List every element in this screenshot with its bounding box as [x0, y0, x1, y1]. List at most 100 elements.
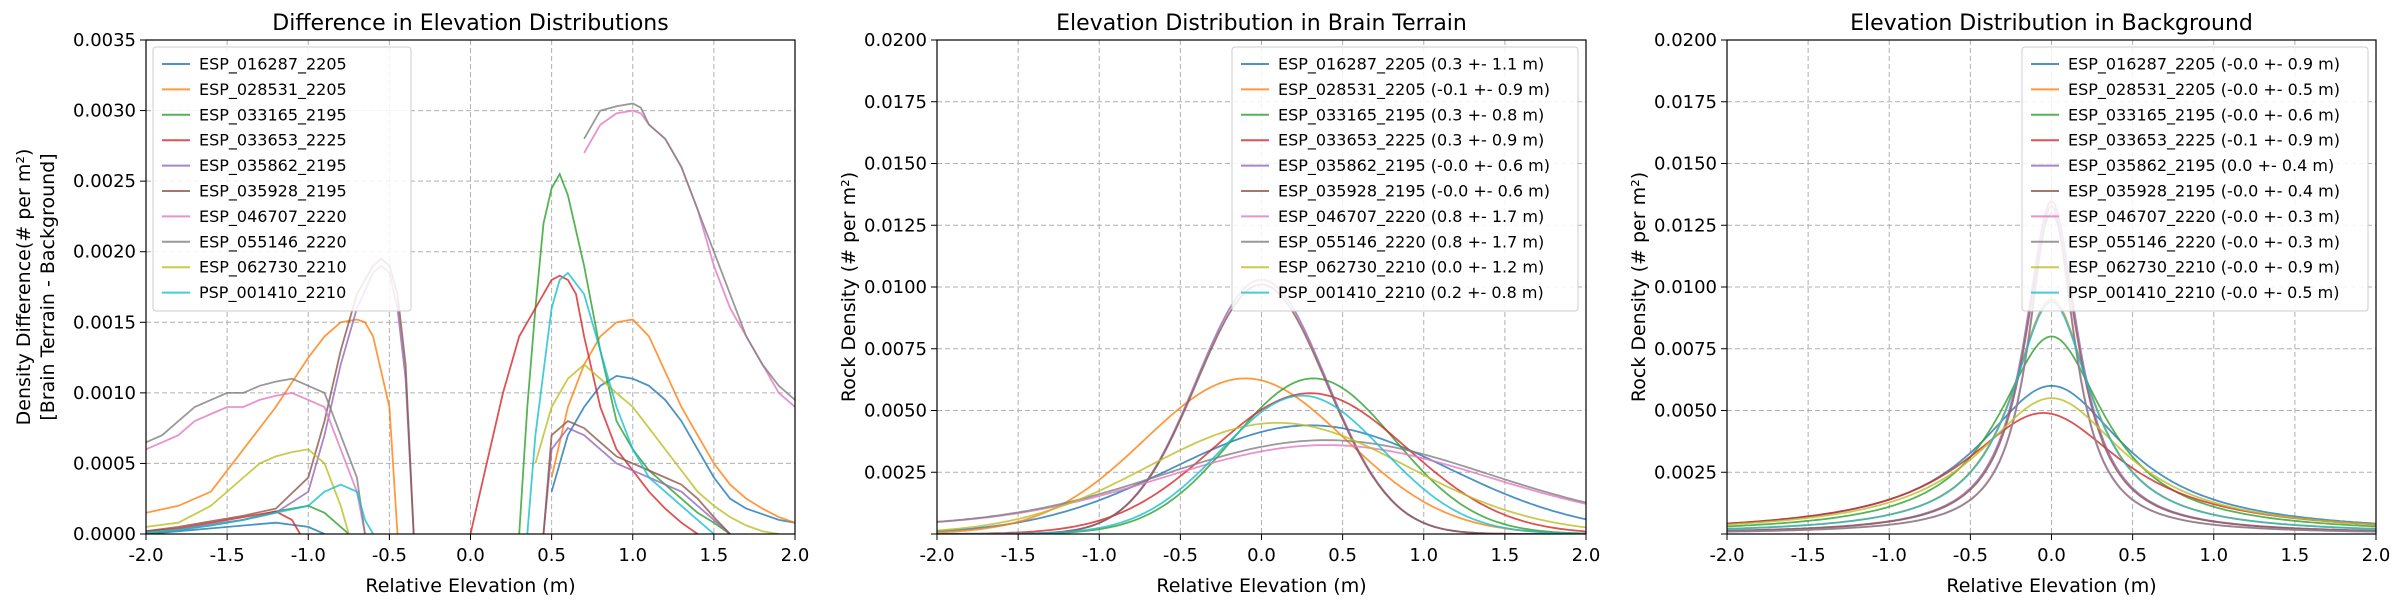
- y-tick-label: 0.0175: [1654, 92, 1717, 113]
- y-tick-label: 0.0025: [73, 171, 136, 192]
- x-tick-label: -2.0: [919, 545, 954, 566]
- series-line: [937, 394, 1586, 534]
- x-tick-label: -1.5: [210, 545, 245, 566]
- x-tick-label: 0.5: [2118, 545, 2147, 566]
- y-tick-label: 0.0020: [73, 242, 136, 263]
- y-axis-label: Rock Density (# per m²): [1628, 172, 1650, 402]
- axes-frame: [936, 39, 1587, 535]
- x-tick-label: 1.0: [618, 545, 647, 566]
- series-line: [1727, 384, 2376, 525]
- legend-entry: ESP_035928_2195: [199, 182, 347, 202]
- y-tick-label: 0.0015: [73, 312, 136, 333]
- legend-entry: ESP_055146_2220 (0.8 +- 1.7 m): [1278, 232, 1544, 252]
- legend-entry: ESP_055146_2220 (-0.0 +- 0.3 m): [2068, 232, 2340, 252]
- x-tick-label: 0.0: [1247, 545, 1276, 566]
- y-tick-label: 0.0075: [1654, 339, 1717, 360]
- chart-panel-1: -2.0 -1.5 -1.0 -0.5 0.0 0.5 1.0 1.5 2.0 0.0000 0.0…: [13, 11, 809, 597]
- x-tick-label: 1.0: [1409, 545, 1438, 566]
- x-axis-label: Relative Elevation (m): [365, 575, 575, 597]
- x-tick-label: -0.5: [1163, 545, 1198, 566]
- series-line: [937, 439, 1586, 523]
- x-tick-label: 0.5: [1328, 545, 1357, 566]
- legend-entry: ESP_028531_2205 (-0.0 +- 0.5 m): [2068, 80, 2340, 100]
- y-tick-label: 0.0175: [864, 92, 927, 113]
- y-tick-label: 0.0025: [1654, 462, 1717, 483]
- y-axis-label: Density Difference(# per m²): [13, 149, 35, 426]
- legend-entry: ESP_028531_2205: [199, 80, 347, 100]
- legend-entry: ESP_046707_2220: [199, 207, 347, 227]
- series-line: [146, 102, 795, 534]
- legend-entry: ESP_033653_2225 (-0.1 +- 0.9 m): [2068, 131, 2340, 151]
- x-tick-label: 2.0: [2362, 545, 2391, 566]
- y-tick-label: 0.0200: [864, 30, 927, 51]
- series-line: [146, 271, 715, 534]
- series-line: [146, 318, 795, 534]
- legend-entry: ESP_062730_2210 (-0.0 +- 0.9 m): [2068, 258, 2340, 278]
- legend-entry: ESP_033653_2225: [199, 131, 347, 151]
- chart-title: Elevation Distribution in Background: [1850, 11, 2253, 36]
- x-tick-label: -1.0: [1872, 545, 1907, 566]
- series-line: [146, 374, 795, 534]
- x-tick-label: -1.0: [1082, 545, 1117, 566]
- legend-entry: ESP_033165_2195 (0.3 +- 0.8 m): [1278, 105, 1544, 125]
- x-tick-label: -0.5: [1953, 545, 1988, 566]
- x-tick-label: -1.0: [291, 545, 326, 566]
- x-tick-label: 1.5: [700, 545, 729, 566]
- chart-title: Difference in Elevation Distributions: [272, 11, 668, 36]
- series-line: [937, 424, 1586, 533]
- y-tick-label: 0.0150: [864, 154, 927, 175]
- legend-entry: PSP_001410_2210 (0.2 +- 0.8 m): [1278, 283, 1544, 303]
- y-axis-label: Rock Density (# per m²): [838, 172, 860, 402]
- y-tick-label: 0.0125: [1654, 215, 1717, 236]
- y-tick-label: 0.0075: [864, 339, 927, 360]
- x-tick-label: 2.0: [781, 545, 810, 566]
- series-line: [937, 422, 1586, 532]
- x-tick-label: 0.5: [537, 545, 566, 566]
- y-tick-label: 0.0150: [1654, 154, 1717, 175]
- y-axis-label: [Brain Terrain - Background]: [37, 153, 59, 420]
- x-tick-label: 1.5: [2281, 545, 2310, 566]
- series-lines: [937, 278, 1586, 534]
- legend-entry: ESP_035928_2195 (-0.0 +- 0.6 m): [1278, 182, 1550, 202]
- y-tick-label: 0.0010: [73, 383, 136, 404]
- legend-box: [152, 46, 412, 312]
- legend-entry: ESP_046707_2220 (0.8 +- 1.7 m): [1278, 207, 1544, 227]
- series-line: [1727, 397, 2376, 526]
- y-tick-label: 0.0050: [864, 401, 927, 422]
- x-axis-label: Relative Elevation (m): [1946, 575, 2156, 597]
- y-tick-label: 0.0050: [1654, 401, 1717, 422]
- series-line: [937, 444, 1586, 523]
- series-line: [146, 363, 779, 534]
- legend-box: [1231, 46, 1579, 312]
- x-tick-label: 0.0: [2037, 545, 2066, 566]
- y-tick-label: 0.0100: [1654, 277, 1717, 298]
- legend-entry: ESP_055146_2220: [199, 232, 347, 252]
- chart-panel-2: -2.0 -1.5 -1.0 -0.5 0.0 0.5 1.0 1.5 2.0 0.0025 0.0…: [838, 11, 1600, 597]
- x-tick-label: 1.0: [2199, 545, 2228, 566]
- x-tick-label: 0.0: [456, 545, 485, 566]
- legend-entry: ESP_033165_2195 (-0.0 +- 0.6 m): [2068, 105, 2340, 125]
- y-tick-label: 0.0125: [864, 215, 927, 236]
- y-tick-label: 0.0200: [1654, 30, 1717, 51]
- series-line: [1727, 335, 2376, 528]
- axes-frame: [145, 39, 796, 535]
- legend-entry: ESP_035928_2195 (-0.0 +- 0.4 m): [2068, 182, 2340, 202]
- series-line: [937, 392, 1586, 534]
- legend-entry: ESP_035862_2195: [199, 156, 347, 176]
- chart-panel-3: -2.0 -1.5 -1.0 -0.5 0.0 0.5 1.0 1.5 2.0 0.0025 0.0…: [1628, 11, 2390, 597]
- x-tick-label: 2.0: [1572, 545, 1601, 566]
- y-tick-label: 0.0000: [73, 524, 136, 545]
- legend-entry: ESP_028531_2205 (-0.1 +- 0.9 m): [1278, 80, 1550, 100]
- series-line: [146, 274, 699, 534]
- x-tick-label: -0.5: [372, 545, 407, 566]
- y-tick-label: 0.0005: [73, 453, 136, 474]
- legend-entry: PSP_001410_2210 (-0.0 +- 0.5 m): [2068, 283, 2340, 303]
- legend-entry: ESP_033165_2195: [199, 105, 347, 125]
- chart-title: Elevation Distribution in Brain Terrain: [1056, 11, 1467, 36]
- x-axis-label: Relative Elevation (m): [1156, 575, 1366, 597]
- legend-entry: ESP_062730_2210 (0.0 +- 1.2 m): [1278, 258, 1544, 278]
- y-tick-label: 0.0100: [864, 277, 927, 298]
- legend-entry: ESP_062730_2210: [199, 258, 347, 278]
- legend-entry: PSP_001410_2210: [199, 283, 346, 303]
